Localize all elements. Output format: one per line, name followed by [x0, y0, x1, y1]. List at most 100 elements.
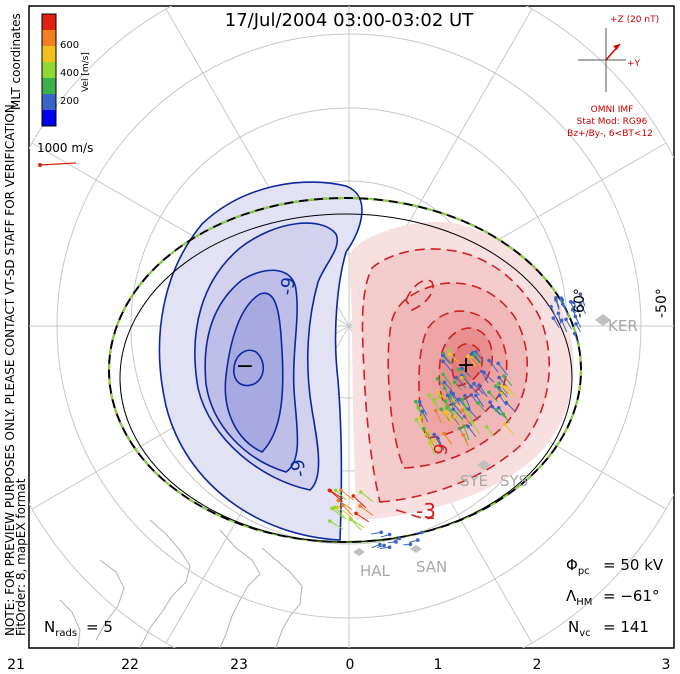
velocity-vector-origin: [432, 397, 436, 402]
velocity-vector-origin: [493, 384, 498, 388]
velocity-vector-origin: [354, 511, 358, 516]
velocity-vector: [557, 313, 562, 324]
velocity-vector: [461, 368, 472, 378]
velocity-vector-origin: [449, 390, 453, 395]
velocity-vector: [423, 428, 432, 441]
station-label-sys: SYS: [500, 472, 528, 490]
velocity-vector: [433, 440, 443, 453]
stat-lambda: ΛHM = −61°: [566, 587, 660, 608]
velocity-vector-origin: [358, 504, 362, 508]
velocity-vector-origin: [473, 352, 477, 357]
velocity-vector-origin: [472, 381, 476, 386]
velocity-vector-origin: [572, 331, 577, 336]
velocity-vector-origin: [456, 397, 461, 402]
velocity-vector: [433, 434, 442, 448]
imf-y-label: +Y: [627, 59, 641, 69]
velocity-vector: [496, 409, 507, 419]
velocity-vector: [334, 506, 347, 520]
velocity-vector-origin: [497, 375, 501, 380]
mlt-tick: 23: [230, 657, 248, 673]
colorbar-tick: 400: [60, 68, 79, 79]
velocity-vector: [342, 504, 354, 517]
velocity-vector-origin: [382, 543, 386, 548]
mlt-tick: 0: [346, 657, 355, 673]
velocity-vector-origin: [442, 431, 446, 436]
velocity-vector: [337, 500, 353, 510]
svg-text:Nvc: Nvc: [568, 618, 591, 639]
imf-dial: +Z (20 nT) +Y OMNI IMF Stat Mod: RG96 Bz…: [567, 15, 659, 139]
mlt-axis: 21 22 23 0 1 2 3: [7, 657, 670, 673]
velocity-vector-origin: [463, 393, 467, 398]
velocity-vector: [417, 407, 425, 421]
velocity-vector-origin: [556, 311, 561, 316]
velocity-vector: [579, 294, 586, 307]
reference-vector: [38, 162, 77, 167]
fit-order-note: FitOrder: 8, mapEX format: [14, 478, 28, 636]
velocity-vector: [442, 360, 454, 373]
velocity-vector-origin: [459, 375, 464, 380]
svg-text:= 50 kV: = 50 kV: [603, 556, 664, 574]
velocity-vector-origin: [496, 405, 501, 410]
heppner-maynard-boundary-dash: [108, 197, 582, 543]
velocity-vector: [561, 320, 568, 333]
velocity-vector-origin: [460, 397, 464, 402]
coastlines: [59, 519, 303, 648]
velocity-vector-origin: [433, 408, 438, 413]
velocity-vector-origin: [490, 404, 495, 409]
velocity-vector: [421, 411, 429, 423]
velocity-vector-origin: [457, 426, 462, 431]
velocity-vector-origin: [574, 322, 578, 326]
velocity-vector-origin: [338, 488, 343, 492]
velocity-vector-origin: [456, 367, 461, 372]
velocity-vector-origin: [420, 409, 425, 414]
velocity-vector-origin: [466, 354, 470, 358]
velocity-vector: [437, 438, 445, 451]
coordinates-label: MLT coordinates: [9, 13, 23, 110]
velocity-vector: [443, 382, 453, 391]
velocity-vector: [478, 384, 488, 398]
velocity-vector: [552, 317, 560, 328]
stat-phi: Φpc = 50 kV: [566, 556, 664, 577]
velocity-vector-origin: [413, 399, 418, 404]
velocity-vector-origin: [551, 316, 556, 320]
velocity-vector: [565, 319, 573, 330]
mlt-tick: 1: [434, 657, 443, 673]
velocity-vector-origin: [442, 410, 447, 415]
velocity-vector-origin: [439, 407, 444, 412]
velocity-vector-origin: [461, 433, 466, 437]
colorbar-segment: [42, 46, 56, 62]
velocity-vector-origin: [452, 414, 457, 419]
velocity-vector: [425, 433, 432, 448]
velocity-vector-origin: [421, 426, 426, 431]
colorbar-tick: 600: [60, 40, 79, 51]
velocity-vector: [473, 383, 484, 395]
velocity-vector: [550, 306, 557, 319]
velocity-colorbar: 600 400 200 Vel [m/s]: [41, 13, 91, 127]
colorbar-segment: [42, 94, 56, 110]
station-label-san: SAN: [416, 558, 447, 576]
colorbar-segment: [42, 62, 56, 78]
velocity-vector-origin: [502, 374, 506, 378]
velocity-vector: [329, 520, 344, 530]
velocity-vector: [439, 396, 448, 410]
velocity-vector: [350, 519, 365, 528]
station-marker-ker: [595, 314, 611, 326]
velocity-vector-origin: [462, 424, 466, 428]
velocity-vector-origin: [328, 519, 332, 523]
potential-maximum-marker: +: [457, 353, 475, 378]
velocity-vector-origin: [487, 358, 491, 363]
velocity-vector-origin: [419, 530, 424, 535]
mlt-tick: 2: [533, 657, 542, 673]
velocity-vector-origin: [488, 400, 492, 405]
station-marker-hal: [353, 548, 365, 556]
velocity-vector: [467, 426, 477, 437]
velocity-vector-origin: [442, 386, 447, 391]
velocity-vector-origin: [443, 399, 448, 403]
velocity-vector: [445, 400, 452, 412]
velocity-vector-origin: [484, 425, 489, 429]
velocity-vector-origin: [554, 295, 558, 300]
velocity-vector-origin: [451, 407, 456, 411]
imf-source: OMNI IMF: [591, 105, 634, 115]
velocity-vector-origin: [432, 432, 436, 437]
velocity-vector-origin: [351, 494, 356, 498]
